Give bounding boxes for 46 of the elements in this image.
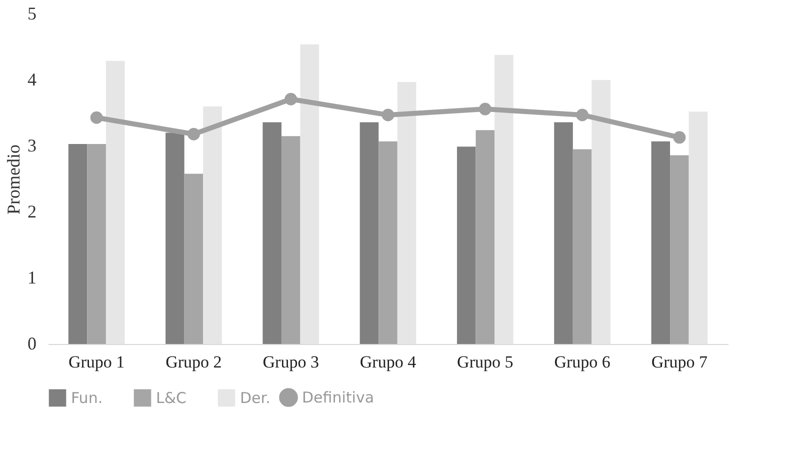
bar [688,112,708,344]
x-tick-label: Grupo 3 [262,352,319,372]
legend-label: Fun. [71,388,103,407]
bar [651,141,670,344]
bar [68,144,88,344]
bar [360,122,379,344]
point [478,102,492,116]
bar [184,174,204,344]
bar [166,132,184,344]
point [90,111,103,124]
bar [456,146,476,344]
y-tick-label: 0 [28,334,36,354]
point [284,92,298,106]
legend-label: Definitiva [302,388,374,406]
point [673,131,686,144]
x-tick-label: Grupo 7 [651,352,708,372]
bar [494,54,514,344]
bar [203,106,222,344]
legend-label: L&C [156,388,187,407]
bar [106,60,125,344]
bar [592,80,610,344]
bar [476,130,495,344]
y-tick-label: 1 [28,268,36,288]
y-tick-label: 2 [28,202,36,222]
bar [87,144,106,344]
x-tick-label: Grupo 1 [68,352,125,372]
bar [397,82,416,344]
y-tick-label: 4 [28,70,36,90]
legend-label: Der. [240,388,270,407]
x-tick-label: Grupo 2 [166,352,222,372]
bar [670,155,689,344]
y-axis-title: Promedio [4,144,24,214]
bar [262,122,282,344]
y-tick-label: 5 [28,4,36,24]
x-tick-label: Grupo 4 [360,352,417,372]
bar [378,141,398,344]
y-tick-label: 3 [28,136,36,156]
x-tick-label: Grupo 6 [554,352,610,372]
point [382,108,394,122]
bar [300,44,320,344]
point [576,108,589,122]
bar [554,122,573,344]
x-tick-label: Grupo 5 [457,352,514,372]
bar [281,136,300,344]
point [187,128,200,140]
bar [572,149,592,344]
